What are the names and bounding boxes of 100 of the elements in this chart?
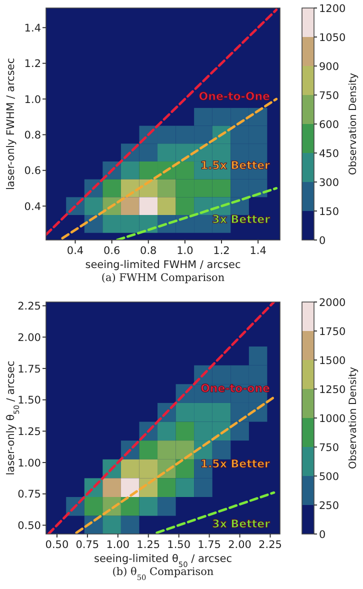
color-bar-label: 750 bbox=[319, 90, 340, 102]
x-tick-label: 2.25 bbox=[258, 539, 282, 551]
point bbox=[194, 422, 212, 441]
point bbox=[120, 215, 140, 233]
point bbox=[120, 497, 140, 516]
point bbox=[248, 346, 268, 366]
x-tick-label: 1.0 bbox=[176, 245, 194, 257]
point bbox=[230, 179, 249, 198]
color-bar-label: 750 bbox=[319, 442, 340, 454]
color-bar-title: Observation Density bbox=[348, 366, 359, 470]
y-tick-label: 1.2 bbox=[24, 58, 41, 70]
x-tick-label: 0.4 bbox=[66, 245, 84, 257]
point bbox=[230, 402, 249, 422]
x-tick-label: 1.25 bbox=[136, 539, 160, 551]
point bbox=[84, 197, 103, 216]
color-bar-label: 1500 bbox=[319, 354, 346, 367]
y-tick-label: 0.8 bbox=[24, 130, 41, 142]
point bbox=[158, 422, 176, 441]
y-tick-label: 2.25 bbox=[18, 300, 41, 313]
point bbox=[158, 126, 176, 144]
color-bar-label: 150 bbox=[319, 206, 340, 218]
point bbox=[212, 440, 231, 460]
color-bar-label: 250 bbox=[319, 500, 340, 512]
point bbox=[212, 179, 231, 198]
point bbox=[102, 215, 121, 233]
y-tick-label: 0.4 bbox=[24, 200, 42, 213]
point bbox=[139, 459, 158, 478]
y-tick-label: 1.25 bbox=[18, 426, 41, 438]
y-tick-label: 1.75 bbox=[18, 363, 41, 376]
color-bar-label: 2000 bbox=[319, 296, 346, 309]
point bbox=[84, 497, 103, 516]
point bbox=[102, 516, 121, 534]
point bbox=[158, 197, 176, 216]
point bbox=[158, 179, 176, 198]
color-bar-label: 1000 bbox=[319, 412, 346, 425]
series-label: One-to-one bbox=[200, 382, 270, 395]
y-tick-label: 1.00 bbox=[18, 457, 41, 470]
point bbox=[139, 161, 158, 180]
point bbox=[194, 215, 212, 233]
y-tick-label: 0.50 bbox=[18, 520, 41, 532]
point bbox=[212, 108, 231, 126]
point bbox=[194, 108, 212, 126]
point bbox=[176, 402, 194, 422]
color-bar-label: 0 bbox=[319, 528, 326, 541]
x-tick-label: 0.75 bbox=[76, 539, 100, 551]
color-bar-label: 1200 bbox=[319, 2, 346, 15]
point bbox=[230, 144, 249, 162]
color-bar-label: 600 bbox=[319, 118, 340, 131]
point bbox=[176, 197, 194, 216]
y-tick-label: 0.6 bbox=[24, 165, 42, 178]
point bbox=[194, 126, 212, 144]
x-tick-label: 1.2 bbox=[213, 245, 230, 257]
text: (b) θ$_{50}$ Comparison bbox=[112, 566, 214, 582]
y-tick-label: 1.50 bbox=[18, 394, 41, 407]
point bbox=[158, 440, 176, 460]
point bbox=[176, 422, 194, 441]
point bbox=[102, 478, 121, 498]
point bbox=[176, 440, 194, 460]
color-bar-label: 1050 bbox=[319, 32, 346, 44]
point bbox=[176, 161, 194, 180]
x-axis-title: seeing-limited θ$_{50}$ / arcsec bbox=[94, 553, 232, 568]
y-tick-label: 1.4 bbox=[24, 22, 42, 34]
x-axis-title: seeing-limited FWHM / arcsec bbox=[85, 259, 242, 271]
color-bar-label: 450 bbox=[319, 148, 340, 160]
point bbox=[158, 144, 176, 162]
point bbox=[212, 144, 231, 162]
point bbox=[194, 402, 212, 422]
y-tick-label: 1.0 bbox=[24, 94, 41, 106]
point bbox=[120, 516, 140, 534]
point bbox=[230, 422, 249, 441]
color-bar-title: Observation Density bbox=[348, 72, 359, 176]
series-label: 1.5x Better bbox=[200, 159, 271, 172]
series-label: 1.5x Better bbox=[200, 457, 271, 470]
color-bar-label: 900 bbox=[319, 60, 340, 73]
point bbox=[230, 365, 249, 384]
point bbox=[176, 478, 194, 498]
point bbox=[139, 440, 158, 460]
point bbox=[120, 161, 140, 180]
x-tick-label: 1.75 bbox=[198, 539, 222, 551]
color-bar-label: 300 bbox=[319, 176, 340, 189]
point bbox=[176, 459, 194, 478]
x-tick-label: 0.50 bbox=[45, 539, 69, 551]
point bbox=[139, 497, 158, 516]
point bbox=[212, 402, 231, 422]
x-tick-label: 0.6 bbox=[103, 245, 120, 257]
point bbox=[230, 126, 249, 144]
x-tick-label: 0.8 bbox=[140, 245, 157, 257]
x-tick-label: 1.00 bbox=[106, 539, 130, 551]
point bbox=[139, 197, 158, 216]
y-tick-label: 0.75 bbox=[18, 488, 41, 501]
color-bar-label: 0 bbox=[319, 234, 326, 247]
point bbox=[120, 197, 140, 216]
point bbox=[194, 478, 212, 498]
point bbox=[248, 126, 268, 144]
color-bar-label: 500 bbox=[319, 470, 340, 483]
color-bar-label: 1750 bbox=[319, 326, 346, 338]
point bbox=[158, 478, 176, 498]
x-tick-label: 2.00 bbox=[228, 539, 252, 551]
y-axis-title: laser-only FWHM / arcsec bbox=[5, 58, 17, 190]
point bbox=[176, 126, 194, 144]
